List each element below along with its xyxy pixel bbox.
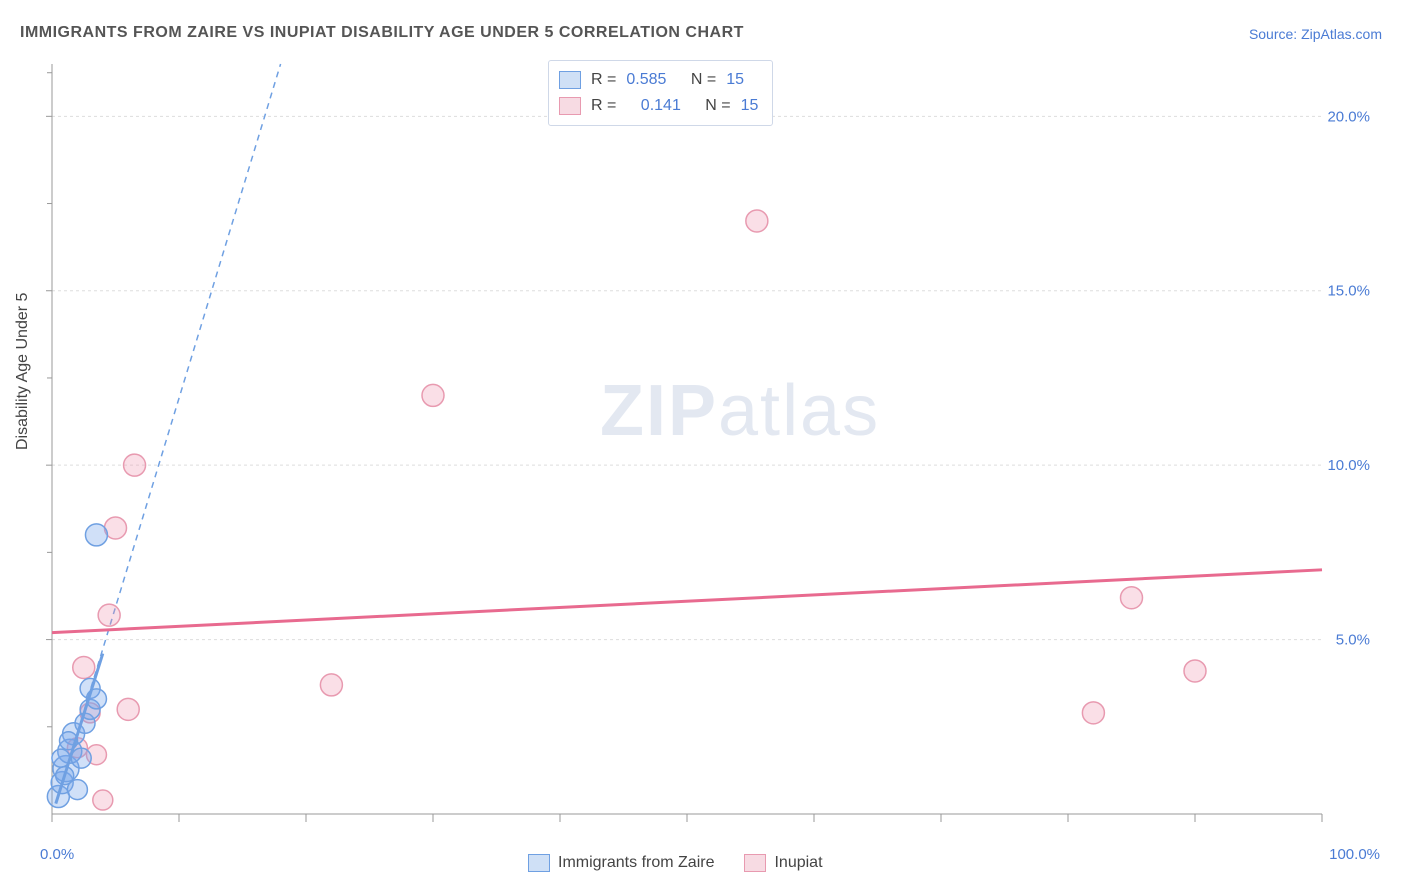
legend-label: Inupiat bbox=[774, 854, 822, 872]
legend-item-series2: Inupiat bbox=[744, 854, 822, 872]
svg-text:15.0%: 15.0% bbox=[1327, 283, 1370, 300]
swatch-series1-icon bbox=[528, 854, 550, 872]
stats-row-series1: R = 0.585 N = 15 bbox=[559, 67, 758, 93]
swatch-series1 bbox=[559, 71, 581, 89]
stats-row-series2: R = 0.141 N = 15 bbox=[559, 93, 758, 119]
series-legend: Immigrants from Zaire Inupiat bbox=[528, 854, 823, 872]
r-label: R = bbox=[591, 93, 616, 119]
x-tick-label-min: 0.0% bbox=[40, 846, 74, 863]
correlation-stats-legend: R = 0.585 N = 15 R = 0.141 N = 15 bbox=[548, 60, 773, 126]
swatch-series2 bbox=[559, 97, 581, 115]
n-value: 15 bbox=[726, 67, 744, 93]
scatter-plot: 5.0% 10.0% 15.0% 20.0% bbox=[46, 60, 1382, 828]
n-value: 15 bbox=[741, 93, 759, 119]
source-attribution: Source: ZipAtlas.com bbox=[1249, 26, 1382, 42]
x-tick-label-max: 100.0% bbox=[1329, 846, 1380, 863]
svg-text:5.0%: 5.0% bbox=[1336, 632, 1370, 649]
n-label: N = bbox=[705, 93, 730, 119]
y-axis-label: Disability Age Under 5 bbox=[14, 293, 32, 450]
legend-item-series1: Immigrants from Zaire bbox=[528, 854, 714, 872]
swatch-series2-icon bbox=[744, 854, 766, 872]
r-value: 0.141 bbox=[641, 93, 681, 119]
legend-label: Immigrants from Zaire bbox=[558, 854, 714, 872]
svg-text:20.0%: 20.0% bbox=[1327, 108, 1370, 125]
chart-svg: 5.0% 10.0% 15.0% 20.0% bbox=[46, 60, 1382, 828]
svg-text:10.0%: 10.0% bbox=[1327, 457, 1370, 474]
n-label: N = bbox=[691, 67, 716, 93]
r-value: 0.585 bbox=[626, 67, 666, 93]
chart-title: IMMIGRANTS FROM ZAIRE VS INUPIAT DISABIL… bbox=[20, 24, 744, 42]
r-label: R = bbox=[591, 67, 616, 93]
